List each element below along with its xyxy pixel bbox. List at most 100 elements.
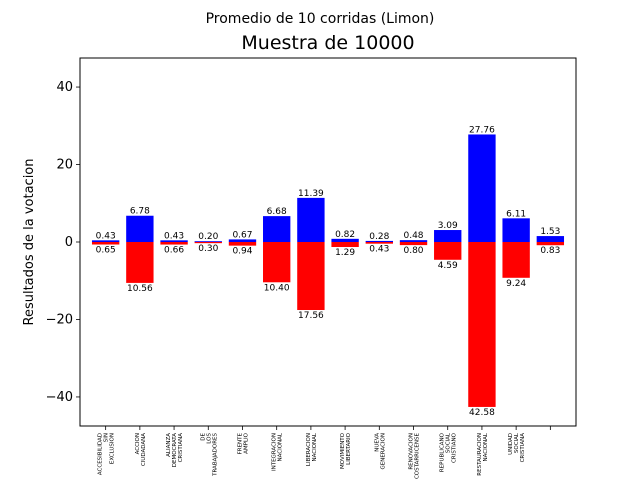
- x-tick-label-9: RENOVACION COSTARRICENSE: [409, 432, 421, 479]
- x-tick-label-line-10-1: SOCIAL: [446, 432, 452, 453]
- data-labels-layer: 0.43 6.78 0.43 0.20 0.67 6.68 11.39 0.82 0.28 0.4…: [96, 125, 561, 417]
- bar-s0-1: [126, 215, 154, 242]
- y-tick-label-0: 0: [65, 235, 73, 250]
- bar-s0-9: [399, 240, 428, 242]
- x-tick-label-8: NUEVA GENERACION: [374, 433, 386, 470]
- bar-s0-5: [263, 216, 291, 242]
- bar-s0-10: [434, 230, 462, 242]
- bar-s1-4: [228, 242, 257, 246]
- x-tick-label-line-2-0: ALIANZA: [166, 433, 172, 457]
- bar-s1-6: [297, 242, 325, 311]
- x-tick-label-line-2-1: DEMOCRATA: [172, 433, 178, 467]
- data-label-s1-0: 0.65: [96, 246, 116, 256]
- x-tick-label-7: MOVIMIENTO LIBERTARIO: [340, 432, 352, 469]
- x-tick-label-line-10-0: REPUBLICANO: [440, 432, 446, 472]
- x-tick-label-6: LIBERACION NACIONAL: [306, 432, 318, 466]
- chart-title: Muestra de 10000: [241, 32, 414, 54]
- data-label-s0-2: 0.43: [164, 231, 184, 241]
- x-tick-label-line-0-1: SIN: [104, 433, 110, 442]
- bar-s0-4: [228, 239, 257, 242]
- x-tick-label-line-12-1: SOCIAL: [514, 432, 520, 453]
- data-label-s0-12: 6.11: [506, 209, 526, 219]
- x-tick-label-line-6-0: LIBERACION: [306, 433, 312, 466]
- bar-s1-9: [399, 242, 428, 246]
- x-tick-label-line-4-0: FRENTE: [237, 432, 243, 454]
- bar-s1-12: [502, 242, 530, 278]
- x-tick-label-5: INTEGRACION NACIONAL: [272, 432, 284, 471]
- x-tick-label-4: FRENTE AMPLIO: [237, 432, 249, 454]
- bar-s1-2: [160, 242, 188, 245]
- data-label-s1-9: 0.80: [403, 246, 423, 256]
- x-tick-label-0: ACCESIBILIDAD SIN EXCLUSION: [98, 433, 116, 475]
- data-label-s1-11: 42.58: [469, 408, 495, 418]
- x-tick-label-line-7-0: MOVIMIENTO: [340, 432, 346, 469]
- y-axis-label: Resultados de la votacion: [22, 158, 37, 325]
- data-label-s1-7: 1.29: [335, 248, 355, 258]
- data-label-s0-4: 0.67: [232, 230, 252, 240]
- data-label-s1-10: 4.59: [438, 261, 458, 271]
- bar-s0-11: [468, 134, 496, 242]
- x-tick-label-line-12-0: UNIDAD: [508, 433, 514, 455]
- data-label-s0-13: 1.53: [540, 227, 560, 237]
- bar-s0-8: [365, 240, 393, 242]
- x-tick-label-line-8-1: GENERACION: [380, 433, 386, 470]
- x-tick-label-line-9-1: COSTARRICENSE: [415, 432, 421, 479]
- data-label-s0-1: 6.78: [130, 207, 150, 217]
- x-tick-label-line-8-0: NUEVA: [374, 433, 380, 452]
- data-label-s0-6: 11.39: [298, 189, 324, 199]
- x-tick-label-11: RESTAURACION NACIONAL: [477, 432, 489, 476]
- data-label-s0-3: 0.20: [198, 232, 218, 242]
- data-label-s1-6: 17.56: [298, 311, 324, 321]
- bar-s0-7: [331, 238, 359, 242]
- x-tick-label-line-0-0: ACCESIBILIDAD: [98, 433, 104, 475]
- x-tick-label-3: DE LOS TRABAJADORES: [200, 432, 218, 476]
- bar-s0-0: [91, 240, 120, 242]
- x-tick-label-line-0-2: EXCLUSION: [110, 433, 116, 464]
- x-tick-label-line-7-1: LIBERTARIO: [346, 432, 352, 464]
- x-tick-label-line-5-0: INTEGRACION: [272, 433, 278, 471]
- x-tick-label-line-3-2: TRABAJADORES: [212, 433, 218, 477]
- y-tick-label--20: −20: [46, 312, 73, 327]
- bar-s0-3: [194, 241, 222, 242]
- data-label-s0-10: 3.09: [438, 221, 458, 231]
- bar-s1-3: [194, 242, 222, 244]
- x-tick-label-line-12-2: CRISTIANA: [520, 433, 526, 463]
- data-label-s1-2: 0.66: [164, 246, 184, 256]
- x-tick-label-line-4-1: AMPLIO: [243, 432, 249, 454]
- x-tick-label-2: ALIANZA DEMOCRATA CRISTIANA: [166, 433, 184, 467]
- bar-s0-12: [502, 218, 530, 242]
- bar-s1-1: [126, 242, 154, 283]
- y-tick-label-40: 40: [56, 80, 73, 95]
- x-tick-label-line-3-0: DE: [200, 432, 206, 440]
- x-tick-label-10: REPUBLICANO SOCIAL CRISTIANO: [440, 432, 458, 472]
- y-tick-label--40: −40: [46, 390, 73, 405]
- axes-layer: −40 −20 0 20 40 ACCESIBILIDAD SIN EXCLUSION ACCI…: [46, 57, 577, 479]
- bars-layer: [91, 134, 565, 407]
- x-tick-label-line-3-1: LOS: [206, 433, 212, 444]
- bar-s1-10: [434, 242, 462, 260]
- data-label-s0-5: 6.68: [267, 207, 287, 217]
- x-tick-label-1: ACCION CIUDADANA: [135, 433, 147, 466]
- bar-s1-0: [91, 242, 120, 245]
- bar-s0-13: [536, 236, 565, 242]
- x-tick-label-line-1-0: ACCION: [135, 433, 141, 454]
- x-tick-label-line-1-1: CIUDADANA: [141, 433, 147, 466]
- bar-s0-6: [297, 197, 325, 242]
- y-tick-label-20: 20: [56, 158, 73, 173]
- data-label-s0-0: 0.43: [96, 231, 116, 241]
- x-tick-label-line-10-2: CRISTIANO: [452, 432, 458, 463]
- data-label-s0-9: 0.48: [403, 231, 423, 241]
- x-tick-label-line-11-0: RESTAURACION: [477, 433, 483, 476]
- bar-s1-5: [263, 242, 291, 283]
- data-label-s1-13: 0.83: [540, 246, 560, 256]
- bar-s0-2: [160, 240, 188, 242]
- bar-s1-13: [536, 242, 565, 246]
- data-label-s1-12: 9.24: [506, 279, 526, 289]
- bar-s1-11: [468, 242, 496, 407]
- data-label-s1-8: 0.43: [369, 245, 389, 255]
- data-label-s1-1: 10.56: [127, 284, 153, 294]
- x-tick-label-line-5-1: NACIONAL: [278, 432, 284, 461]
- data-label-s0-8: 0.28: [369, 232, 389, 242]
- x-tick-label-line-9-0: RENOVACION: [409, 433, 415, 470]
